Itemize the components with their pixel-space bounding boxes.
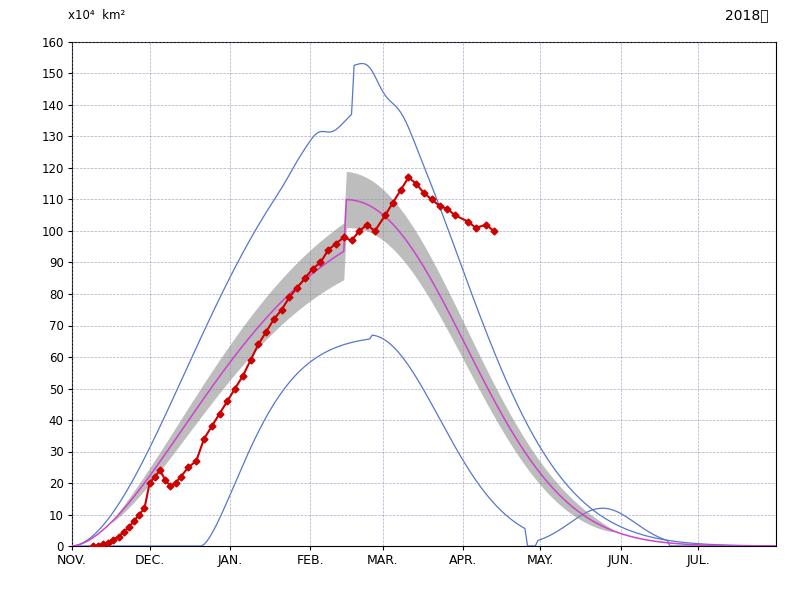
Text: 2018年: 2018年 — [726, 8, 769, 22]
Text: x10⁴  km²: x10⁴ km² — [69, 9, 126, 22]
